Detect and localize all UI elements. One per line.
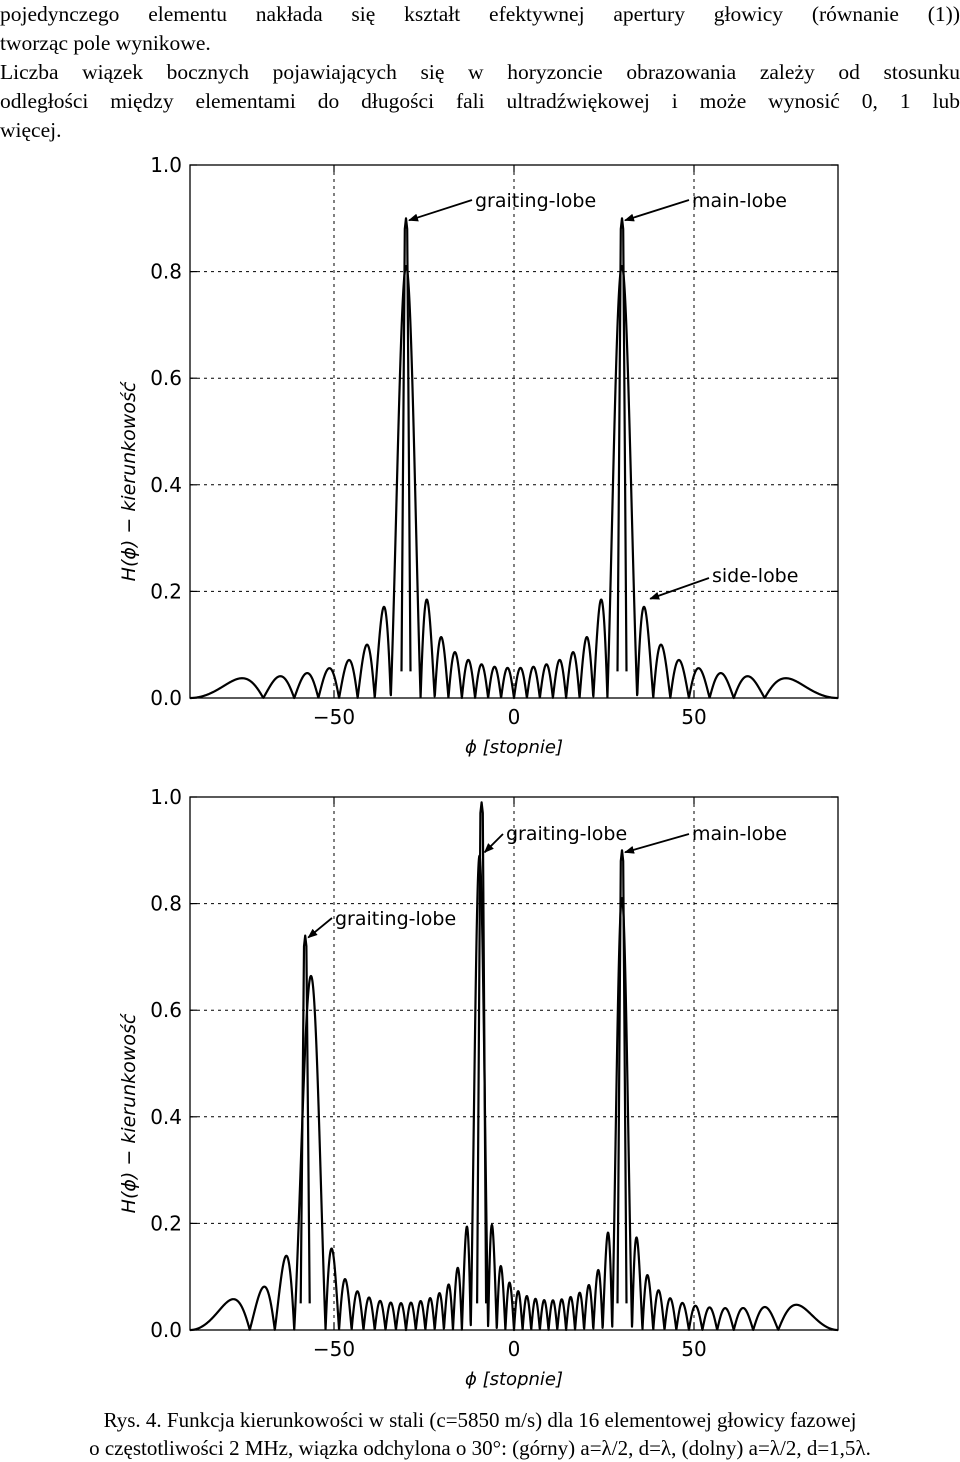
top-ytick-label-4: 0.8 [150, 260, 182, 284]
bottom-ytick-label-3: 0.6 [150, 998, 182, 1022]
paragraph-1-line-2: tworząc pole wynikowe. [0, 31, 211, 55]
top-ytick-label-1: 0.2 [150, 579, 182, 603]
bottom-annotation-arrow-2 [624, 833, 690, 854]
bottom-peak-0 [299, 934, 311, 1304]
caption-line-1: Rys. 4. Funkcja kierunkowości w stali (c… [103, 1408, 857, 1432]
bottom-ytick-label-5: 1.0 [150, 785, 182, 809]
paragraph-2-line-3: więcej. [0, 118, 62, 142]
top-annotation-2: side-lobe [712, 565, 798, 587]
bottom-ytick-label-4: 0.8 [150, 892, 182, 916]
bottom-annotation-2: main-lobe [692, 823, 787, 845]
bottom-xtick-label-0: −50 [313, 1337, 355, 1361]
top-annotation-1: main-lobe [692, 190, 787, 212]
bottom-annotation-1: graiting-lobe [506, 823, 627, 845]
top-annotation-arrow-1 [624, 199, 690, 222]
top-xtick-label-0: −50 [313, 705, 355, 729]
paragraph-1-line-1: pojedynczego elementu nakłada się kształ… [0, 2, 960, 26]
bottom-y-axis-label: H(ϕ) − kierunkowość [118, 1012, 140, 1213]
top-x-axis-label: ϕ [stopnie] [465, 737, 563, 758]
directivity-chart-top: −50 0 50 0.0 0.2 0.4 0.6 0.8 1.0 ϕ [stopnie] H(ϕ) … [0, 150, 960, 790]
caption-line-2: o częstotliwości 2 MHz, wiązka odchylona… [89, 1436, 871, 1460]
bottom-ytick-label-1: 0.2 [150, 1211, 182, 1235]
top-ytick-label-2: 0.4 [150, 473, 182, 497]
bottom-ytick-label-0: 0.0 [150, 1318, 182, 1342]
top-ytick-label-3: 0.6 [150, 366, 182, 390]
bottom-peak-1 [476, 801, 488, 1304]
bottom-annotation-arrow-0 [307, 917, 333, 939]
paragraph-2-line-1: Liczba wiązek bocznych pojawiających się… [0, 60, 960, 84]
directivity-chart-top-svg: −50 0 50 0.0 0.2 0.4 0.6 0.8 1.0 ϕ [stopnie] H(ϕ) … [118, 153, 839, 758]
top-peak-1 [616, 217, 628, 672]
top-annotation-0: graiting-lobe [475, 190, 596, 212]
top-ytick-label-5: 1.0 [150, 153, 182, 177]
paragraph-1: pojedynczego elementu nakłada się kształ… [0, 0, 960, 58]
directivity-chart-bottom: −50 0 50 0.0 0.2 0.4 0.6 0.8 1.0 ϕ [stopnie] H(ϕ) … [0, 782, 960, 1422]
top-annotation-arrow-0 [408, 199, 473, 222]
top-peak-0 [400, 217, 412, 672]
figure-caption: Rys. 4. Funkcja kierunkowości w stali (c… [0, 1406, 960, 1462]
bottom-x-axis-label: ϕ [stopnie] [465, 1369, 563, 1390]
top-y-axis-label: H(ϕ) − kierunkowość [118, 380, 140, 581]
bottom-xtick-label-1: 0 [508, 1337, 521, 1361]
paragraph-2: Liczba wiązek bocznych pojawiających się… [0, 58, 960, 145]
top-annotation-arrow-2 [649, 577, 710, 600]
bottom-annotation-arrow-1 [483, 833, 504, 854]
paragraph-2-line-2: odległości między elementami do długości… [0, 89, 960, 113]
directivity-chart-bottom-svg: −50 0 50 0.0 0.2 0.4 0.6 0.8 1.0 ϕ [stopnie] H(ϕ) … [118, 785, 839, 1390]
bottom-ytick-label-2: 0.4 [150, 1105, 182, 1129]
top-xtick-label-1: 0 [508, 705, 521, 729]
bottom-peak-2 [616, 849, 628, 1304]
bottom-annotation-0: graiting-lobe [335, 908, 456, 930]
top-xtick-label-2: 50 [681, 705, 706, 729]
bottom-xtick-label-2: 50 [681, 1337, 706, 1361]
top-ytick-label-0: 0.0 [150, 686, 182, 710]
